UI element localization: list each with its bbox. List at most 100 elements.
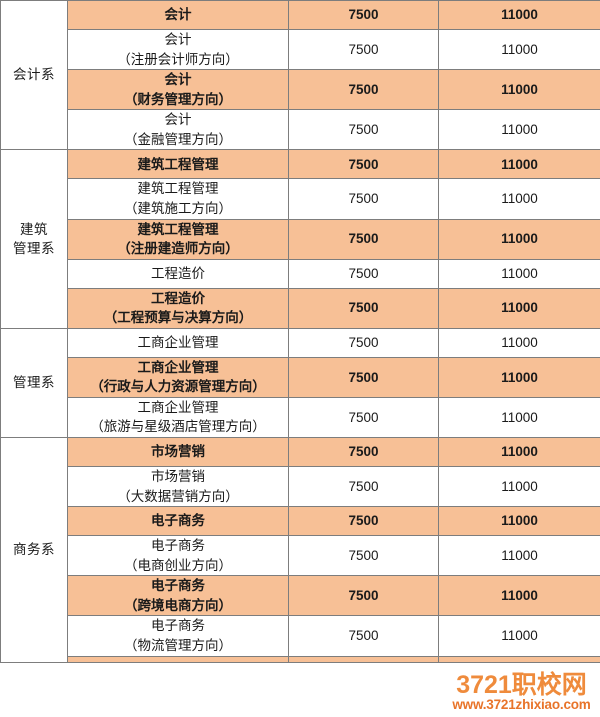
table-row: 建筑工程管理 （注册建造师方向） 7500 11000: [1, 218, 600, 260]
accommodation-fee-cell: 11000: [438, 535, 600, 577]
major-name: 工商企业管理: [137, 359, 219, 375]
major-direction: （电商创业方向）: [124, 557, 232, 573]
major-name: 市场营销: [151, 469, 205, 484]
tuition-fee-cell: 7500: [288, 28, 439, 71]
table-row: 电子商务 （物流管理方向） 7500 11000: [1, 615, 600, 657]
table-row: 工程造价 7500 11000: [1, 258, 600, 289]
major-cell: 工商企业管理 （行政与人力资源管理方向）: [67, 356, 289, 398]
major-name: 市场营销: [151, 444, 205, 460]
major-direction: （旅游与星级酒店管理方向）: [90, 419, 266, 435]
table-row: 工商企业管理 （行政与人力资源管理方向） 7500 11000: [1, 356, 600, 398]
watermark-site-url: www.3721zhixiao.com: [452, 697, 591, 712]
major-name: 会计: [164, 112, 192, 128]
tuition-fee-cell: 7500: [288, 396, 439, 439]
major-name: 会计: [164, 7, 192, 23]
major-cell: 建筑工程管理 （注册建造师方向）: [67, 218, 289, 260]
table-row: 会计 （财务管理方向） 7500 11000: [1, 69, 600, 111]
department-cell: 管理系: [0, 327, 68, 439]
accommodation-fee-cell: 11000: [438, 69, 600, 111]
major-cell: [67, 655, 289, 663]
major-cell: 电子商务 （跨境电商方向）: [67, 575, 289, 617]
department-cell: 会计系: [0, 0, 68, 151]
tuition-fee-cell: 7500: [288, 69, 439, 111]
accommodation-fee-cell: 11000: [438, 218, 600, 260]
department-name-line: 会计系: [13, 67, 55, 83]
accommodation-fee-cell: 11000: [438, 28, 600, 71]
tuition-fee-table: 会计系 会计 7500 11000 会计 （注册会计师方向） 7500 11000 会计 （财务管…: [0, 0, 600, 663]
table-row: 商务系 市场营销 7500 11000: [0, 437, 600, 663]
table-row: 建筑 管理系 建筑工程管理 7500 11000: [0, 149, 600, 329]
major-cell: 工商企业管理 （旅游与星级酒店管理方向）: [67, 396, 289, 439]
major-direction: （金融管理方向）: [124, 131, 232, 147]
major-name: 建筑工程管理: [137, 221, 219, 237]
major-name: 建筑工程管理: [137, 156, 219, 172]
table-row: 工程造价 （工程预算与决算方向） 7500 11000: [1, 287, 600, 329]
major-cell: 电子商务 （物流管理方向）: [67, 615, 289, 657]
major-direction: （建筑施工方向）: [124, 200, 232, 216]
tuition-fee-cell: [288, 655, 439, 663]
major-name: 建筑工程管理: [137, 181, 219, 197]
major-cell: 工程造价: [67, 258, 289, 289]
major-name: 电子商务: [151, 578, 205, 594]
major-cell: 建筑工程管理: [67, 149, 289, 180]
major-name: 会计: [164, 32, 192, 47]
tuition-fee-cell: 7500: [288, 0, 439, 30]
major-name: 电子商务: [151, 538, 205, 554]
tuition-fee-cell: 7500: [288, 437, 439, 467]
department-cell: 商务系: [0, 437, 68, 663]
major-cell: 建筑工程管理 （建筑施工方向）: [67, 178, 289, 220]
major-direction: （财务管理方向）: [124, 91, 232, 107]
table-row: 建筑工程管理 （建筑施工方向） 7500 11000: [1, 178, 600, 220]
table-row: 市场营销 （大数据营销方向） 7500 11000: [1, 465, 600, 508]
accommodation-fee-cell: 11000: [438, 396, 600, 439]
accommodation-fee-cell: 11000: [438, 327, 600, 358]
table-row: 会计系 会计 7500 11000: [0, 0, 600, 151]
accommodation-fee-cell: 11000: [438, 356, 600, 398]
accommodation-fee-cell: 11000: [438, 575, 600, 617]
tuition-fee-cell: 7500: [288, 178, 439, 220]
table-row: 会计 （注册会计师方向） 7500 11000: [1, 28, 600, 71]
major-cell: 工商企业管理: [67, 327, 289, 358]
major-name: 工程造价: [151, 290, 205, 306]
major-direction: （注册建造师方向）: [117, 241, 239, 257]
major-direction: （行政与人力资源管理方向）: [90, 379, 266, 395]
department-cell: 建筑 管理系: [0, 149, 68, 329]
table-row: 电子商务 7500 11000: [1, 506, 600, 537]
table-row: 电子商务 （跨境电商方向） 7500 11000: [1, 575, 600, 617]
accommodation-fee-cell: 11000: [438, 437, 600, 467]
accommodation-fee-cell: 11000: [438, 178, 600, 220]
department-name-line: 商务系: [13, 541, 55, 557]
major-cell: 会计 （金融管理方向）: [67, 109, 289, 151]
tuition-fee-cell: 7500: [288, 258, 439, 289]
table-row: [1, 655, 600, 663]
tuition-fee-cell: 7500: [288, 327, 439, 358]
major-name: 工商企业管理: [137, 399, 219, 415]
accommodation-fee-cell: 11000: [438, 615, 600, 657]
accommodation-fee-cell: 11000: [438, 465, 600, 508]
tuition-fee-cell: 7500: [288, 287, 439, 329]
major-cell: 工程造价 （工程预算与决算方向）: [67, 287, 289, 329]
accommodation-fee-cell: 11000: [438, 506, 600, 537]
major-cell: 会计: [67, 0, 289, 30]
tuition-fee-cell: 7500: [288, 465, 439, 508]
major-cell: 市场营销 （大数据营销方向）: [67, 465, 289, 508]
accommodation-fee-cell: [438, 655, 600, 663]
tuition-fee-cell: 7500: [288, 356, 439, 398]
accommodation-fee-cell: 11000: [438, 109, 600, 151]
tuition-fee-cell: 7500: [288, 535, 439, 577]
major-cell: 会计 （注册会计师方向）: [67, 28, 289, 71]
accommodation-fee-cell: 11000: [438, 287, 600, 329]
accommodation-fee-cell: 11000: [438, 0, 600, 30]
table-row: 电子商务 （电商创业方向） 7500 11000: [1, 535, 600, 577]
tuition-fee-cell: 7500: [288, 506, 439, 537]
major-cell: 电子商务 （电商创业方向）: [67, 535, 289, 577]
tuition-fee-cell: 7500: [288, 218, 439, 260]
accommodation-fee-cell: 11000: [438, 258, 600, 289]
major-direction: （注册会计师方向）: [117, 51, 239, 67]
table-body: 会计系 会计 7500 11000 会计 （注册会计师方向） 7500 11000 会计 （财务管…: [0, 0, 600, 663]
major-direction: （物流管理方向）: [124, 637, 232, 653]
tuition-fee-cell: 7500: [288, 575, 439, 617]
watermark-site-name: 3721职校网: [456, 671, 587, 699]
major-name: 电子商务: [151, 618, 205, 634]
major-name: 电子商务: [151, 513, 205, 529]
